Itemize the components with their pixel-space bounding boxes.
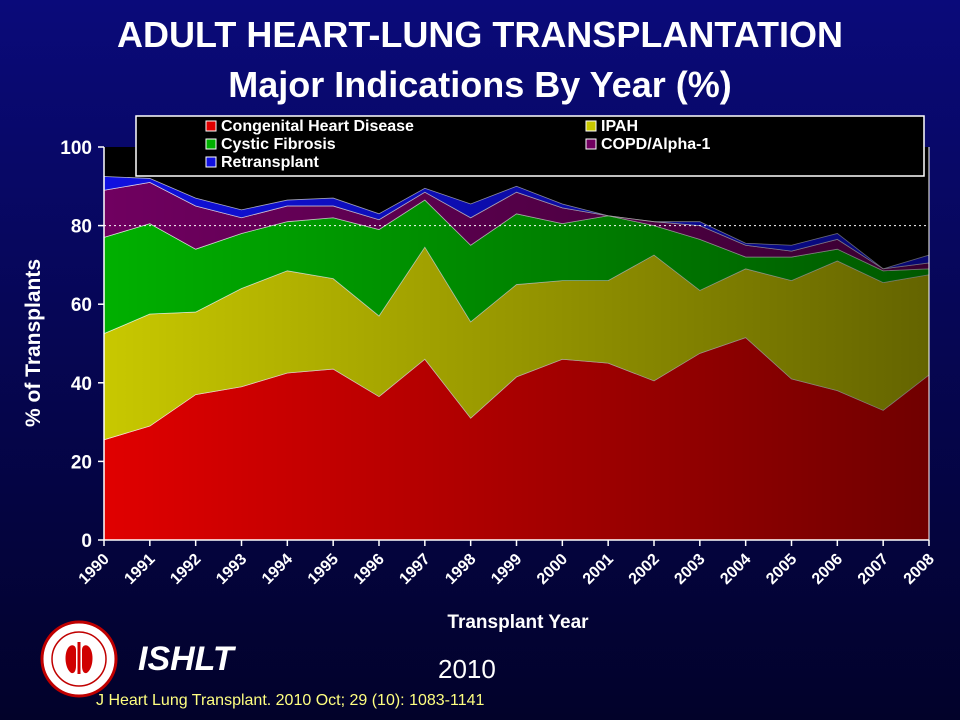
legend-label: Cystic Fibrosis bbox=[221, 136, 336, 153]
x-tick-label: 1995 bbox=[305, 551, 342, 588]
y-tick-label: 20 bbox=[71, 452, 92, 473]
x-tick-label: 1999 bbox=[488, 551, 525, 588]
legend-label: COPD/Alpha-1 bbox=[601, 136, 710, 153]
citation: J Heart Lung Transplant. 2010 Oct; 29 (1… bbox=[96, 692, 485, 709]
x-tick-label: 2000 bbox=[534, 551, 571, 588]
legend-swatch bbox=[205, 120, 217, 132]
y-tick-label: 100 bbox=[60, 138, 92, 159]
x-axis-title: Transplant Year bbox=[447, 612, 589, 633]
y-tick-label: 80 bbox=[71, 217, 92, 238]
legend bbox=[135, 115, 925, 177]
x-tick-label: 1998 bbox=[442, 551, 479, 588]
x-tick-label: 1996 bbox=[351, 551, 388, 588]
y-axis-title: % of Transplants bbox=[22, 259, 45, 427]
organization-label: ISHLT bbox=[138, 640, 234, 678]
x-tick-label: 2005 bbox=[763, 551, 800, 588]
y-tick-label: 40 bbox=[71, 374, 92, 395]
x-tick-label: 2007 bbox=[855, 551, 892, 588]
y-tick-label: 0 bbox=[81, 531, 92, 552]
x-tick-label: 1997 bbox=[396, 551, 433, 588]
x-tick-label: 1990 bbox=[76, 551, 113, 588]
x-tick-label: 1994 bbox=[259, 551, 296, 588]
legend-swatch bbox=[585, 120, 597, 132]
legend-swatch bbox=[205, 138, 217, 150]
legend-label: IPAH bbox=[601, 118, 638, 135]
chart-subtitle: Major Indications By Year (%) bbox=[228, 64, 732, 105]
legend-label: Congenital Heart Disease bbox=[221, 118, 414, 135]
x-tick-label: 1991 bbox=[121, 551, 158, 588]
x-tick-label: 2002 bbox=[626, 551, 663, 588]
x-tick-label: 1992 bbox=[167, 551, 204, 588]
x-tick-label: 2001 bbox=[580, 551, 617, 588]
legend-label: Retransplant bbox=[221, 154, 319, 171]
legend-swatch bbox=[585, 138, 597, 150]
x-tick-label: 2004 bbox=[717, 551, 754, 588]
x-tick-label: 2008 bbox=[901, 551, 938, 588]
x-tick-label: 1993 bbox=[213, 551, 250, 588]
year-mark: 2010 bbox=[438, 654, 496, 684]
plot-shading bbox=[104, 147, 929, 540]
x-tick-label: 2003 bbox=[671, 551, 708, 588]
y-tick-label: 60 bbox=[71, 295, 92, 316]
x-tick-label: 2006 bbox=[809, 551, 846, 588]
legend-swatch bbox=[205, 156, 217, 168]
ishlt-logo bbox=[40, 620, 118, 698]
chart-title: ADULT HEART-LUNG TRANSPLANTATION bbox=[117, 14, 843, 55]
